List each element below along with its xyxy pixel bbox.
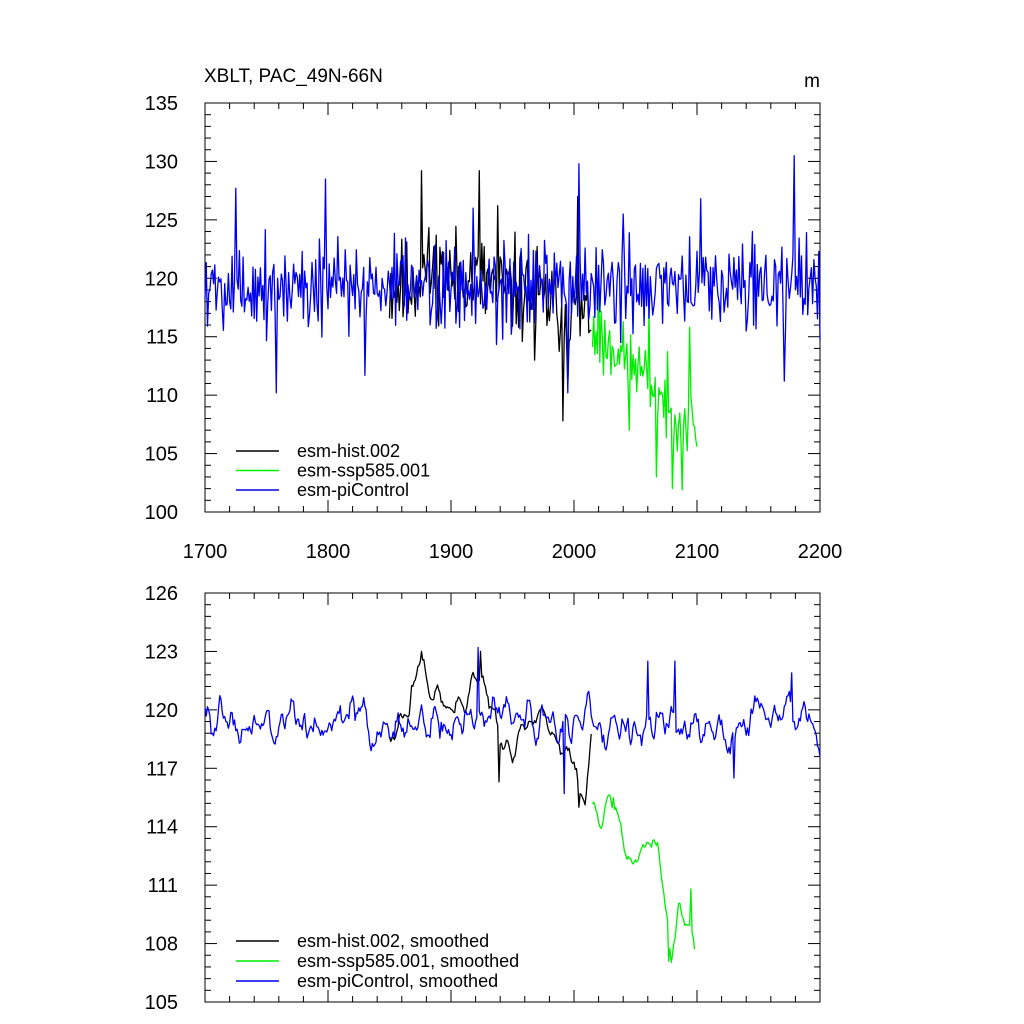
top-chart-title: XBLT, PAC_49N-66N: [204, 66, 383, 87]
x-tick-label: 1700: [183, 541, 228, 563]
legend-label: esm-piControl, smoothed: [297, 971, 498, 991]
y-tick-label: 111: [148, 875, 178, 897]
y-tick-label: 108: [145, 934, 178, 956]
y-tick-label: 123: [145, 641, 178, 663]
series-line-ssp: [591, 794, 696, 964]
y-tick-label: 125: [145, 210, 178, 232]
y-tick-label: 120: [145, 700, 178, 722]
top-y-tick-labels: 100 105 110 115 120 125 130 135: [145, 93, 178, 524]
bottom-series-lines: [204, 646, 821, 964]
legend-label: esm-piControl: [297, 480, 409, 500]
y-tick-label: 130: [145, 151, 178, 173]
series-line-pic: [204, 646, 821, 795]
bottom-plot-frame: [204, 592, 821, 1003]
y-tick-label: 120: [145, 268, 178, 290]
top-units-label: m: [804, 71, 820, 92]
series-line-pic: [204, 154, 821, 394]
y-tick-label: 135: [145, 93, 178, 115]
bottom-y-tick-labels: 105 108 111 114 117 120 123 126: [145, 583, 178, 1014]
y-tick-label: 114: [146, 817, 178, 839]
legend-label: esm-hist.002, smoothed: [297, 931, 489, 951]
y-tick-label: 100: [145, 502, 178, 524]
y-tick-label: 105: [145, 992, 178, 1014]
y-tick-label: 110: [146, 385, 178, 407]
legend-label: esm-hist.002: [297, 441, 400, 461]
x-tick-label: 2100: [675, 541, 720, 563]
x-tick-label: 1800: [306, 541, 351, 563]
x-tick-label: 2000: [552, 541, 597, 563]
x-tick-label: 2200: [798, 541, 843, 563]
legend-label: esm-ssp585.001, smoothed: [297, 951, 519, 971]
top-panel: XBLT, PAC_49N-66N m 100 105 110 115 120 125 13…: [145, 66, 843, 563]
y-tick-label: 117: [146, 758, 178, 780]
x-tick-label: 1900: [429, 541, 474, 563]
top-series-lines: [204, 154, 821, 491]
y-tick-label: 115: [146, 327, 178, 349]
y-tick-label: 126: [145, 583, 178, 605]
y-tick-label: 105: [145, 444, 178, 466]
top-x-tick-labels: 1700 1800 1900 2000 2100 2200: [183, 541, 843, 563]
series-line-ssp: [591, 265, 698, 491]
legend-label: esm-ssp585.001: [297, 461, 430, 481]
bottom-axis-ticks: [204, 592, 821, 1003]
bottom-panel: 105 108 111 114 117 120 123 126 esm-hist.002, s…: [145, 583, 821, 1014]
